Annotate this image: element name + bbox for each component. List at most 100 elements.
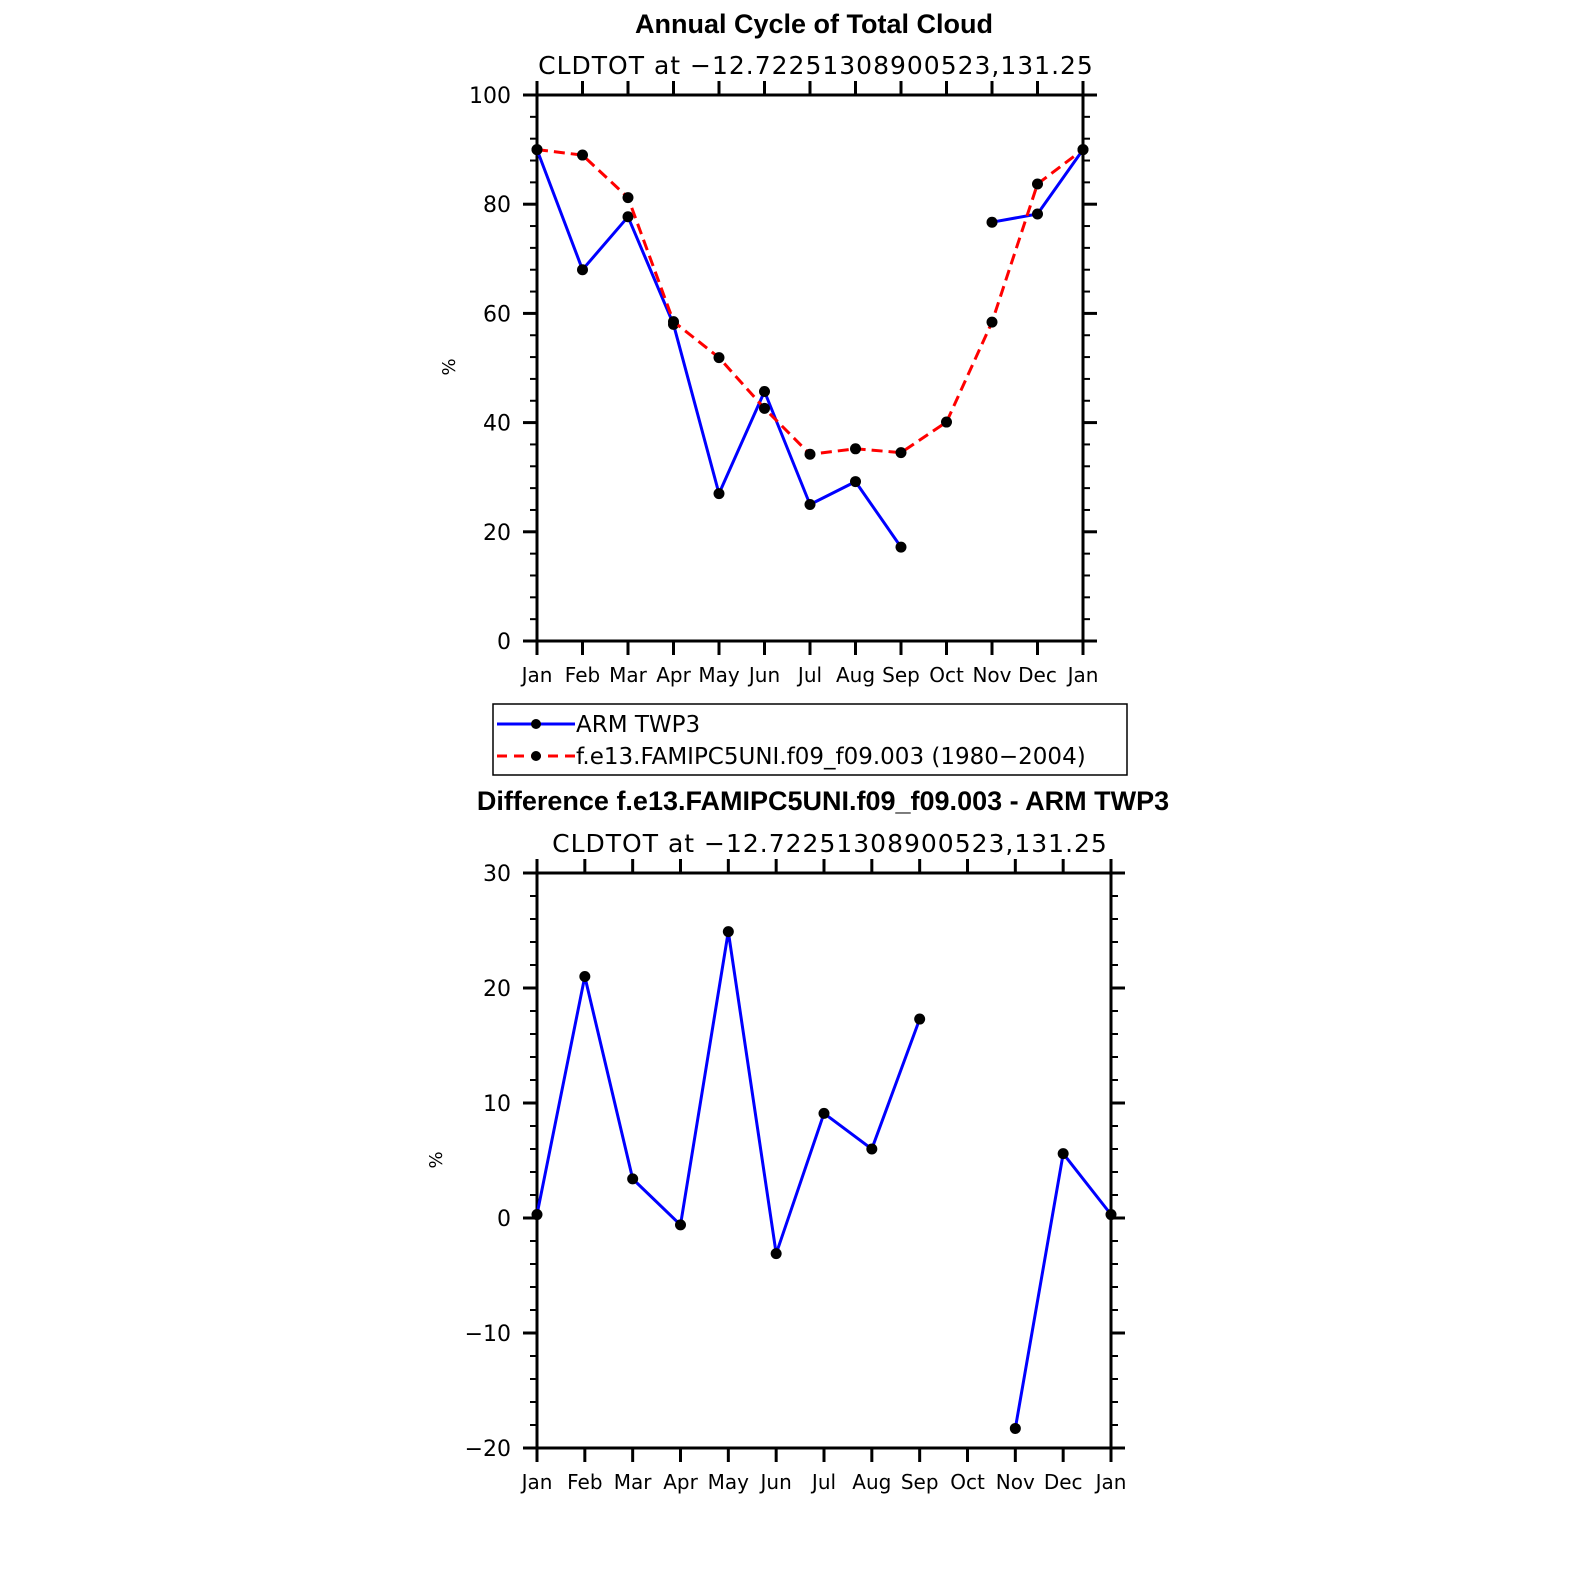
x-tick-label: Mar	[609, 663, 648, 687]
data-point	[770, 1248, 782, 1260]
y-tick-label: −10	[465, 1322, 511, 1347]
data-point	[986, 316, 998, 328]
data-point	[1105, 1209, 1117, 1221]
y-tick-label: 80	[483, 193, 511, 218]
x-tick-label: Nov	[972, 663, 1011, 687]
series-layer	[531, 144, 1089, 553]
x-tick-label: Aug	[852, 1470, 891, 1494]
y-tick-label: 0	[497, 630, 511, 655]
data-point	[804, 448, 816, 460]
y-tick-label: 20	[483, 977, 511, 1002]
y-tick-label: 10	[483, 1092, 511, 1117]
x-tick-label: Jul	[810, 1470, 836, 1494]
x-tick-label: Apr	[656, 663, 691, 687]
axes: −20 −10 0 10 20 30 Jan Feb Mar Apr May Jun Jul Aug Sep…	[465, 859, 1127, 1494]
data-point	[941, 416, 952, 428]
y-tick-label: 30	[483, 862, 511, 887]
series-line	[535, 149, 903, 548]
legend-box	[492, 703, 1128, 776]
y-axis-label: %	[439, 358, 460, 375]
x-tick-label: May	[698, 663, 740, 687]
series-line	[1013, 1152, 1113, 1429]
x-tick-label: Jun	[747, 663, 780, 687]
data-point	[531, 1209, 543, 1221]
series-1	[531, 144, 1089, 460]
plot-frame	[535, 871, 1113, 1450]
x-tick-label: Oct	[929, 663, 964, 687]
data-point	[866, 1143, 878, 1155]
chart-subtitle: CLDTOT at −12.72251308900523,131.25	[538, 51, 1094, 80]
data-point	[722, 926, 734, 938]
data-point	[895, 541, 907, 553]
data-point	[759, 385, 770, 397]
series-0	[531, 926, 1117, 1434]
y-tick-label: 20	[483, 521, 511, 546]
series-layer	[531, 926, 1117, 1434]
y-tick-label: 40	[483, 412, 511, 437]
x-tick-label: Dec	[1018, 663, 1057, 687]
x-tick-label: Jan	[1066, 663, 1099, 687]
data-point	[1057, 1148, 1069, 1160]
chart-title: Annual Cycle of Total Cloud	[635, 9, 993, 39]
y-axis-label: %	[426, 1151, 447, 1168]
y-tick-label: 100	[469, 84, 511, 109]
x-tick-label: Jan	[520, 663, 553, 687]
data-point	[668, 316, 679, 328]
data-point	[1009, 1422, 1021, 1434]
data-point	[1077, 144, 1089, 156]
x-tick-label: Mar	[614, 1470, 653, 1494]
chart-title: Difference f.e13.FAMIPC5UNI.f09_f09.003 …	[477, 786, 1169, 816]
data-point	[759, 402, 770, 414]
x-tick-label: Sep	[901, 1470, 939, 1494]
data-point	[713, 488, 725, 500]
plot-frame	[535, 93, 1085, 643]
data-point	[1032, 208, 1043, 220]
series-line	[536, 148, 1084, 456]
legend-marker-model	[531, 751, 541, 761]
x-tick-label: Jan	[520, 1470, 553, 1494]
x-tick-label: Aug	[836, 663, 875, 687]
data-point	[577, 149, 588, 161]
x-tick-label: Apr	[663, 1470, 698, 1494]
x-tick-label: Jul	[796, 663, 822, 687]
data-point	[895, 447, 907, 459]
data-point	[675, 1219, 686, 1231]
data-point	[850, 476, 861, 488]
y-tick-label: −20	[465, 1437, 511, 1462]
data-point	[914, 1013, 926, 1025]
series-0	[531, 144, 1089, 553]
data-point	[622, 211, 634, 223]
data-point	[622, 192, 634, 204]
x-tick-label: Oct	[950, 1470, 985, 1494]
difference-chart: Difference f.e13.FAMIPC5UNI.f09_f09.003 …	[426, 786, 1169, 1494]
x-tick-label: May	[708, 1470, 750, 1494]
data-point	[627, 1173, 639, 1185]
data-point	[579, 971, 591, 982]
data-point	[531, 144, 543, 156]
data-point	[804, 499, 816, 510]
x-tick-label: Sep	[882, 663, 920, 687]
y-tick-label: 60	[483, 302, 511, 327]
x-tick-label: Feb	[567, 1470, 602, 1494]
data-point	[577, 264, 588, 276]
legend-marker-arm	[531, 719, 541, 729]
x-tick-label: Dec	[1044, 1470, 1083, 1494]
data-point	[986, 216, 998, 228]
axes: 0 20 40 60 80 100 Jan Feb Mar Apr May Jun Jul Aug Sep O…	[469, 81, 1098, 687]
data-point	[818, 1107, 830, 1119]
x-tick-label: Feb	[565, 663, 600, 687]
x-tick-label: Jun	[759, 1470, 792, 1494]
x-tick-label: Jan	[1094, 1470, 1127, 1494]
series-line	[535, 930, 922, 1256]
y-tick-label: 0	[497, 1207, 511, 1232]
legend: ARM TWP3 f.e13.FAMIPC5UNI.f09_f09.003 (1…	[492, 703, 1128, 776]
data-point	[850, 443, 861, 455]
annual-cycle-chart: Annual Cycle of Total Cloud CLDTOT at −1…	[439, 9, 1098, 687]
legend-label-arm: ARM TWP3	[576, 712, 700, 738]
chart-subtitle: CLDTOT at −12.72251308900523,131.25	[552, 829, 1108, 858]
x-tick-label: Nov	[996, 1470, 1035, 1494]
legend-label-model: f.e13.FAMIPC5UNI.f09_f09.003 (1980−2004)	[576, 744, 1086, 770]
data-point	[1032, 178, 1043, 190]
data-point	[713, 352, 725, 364]
